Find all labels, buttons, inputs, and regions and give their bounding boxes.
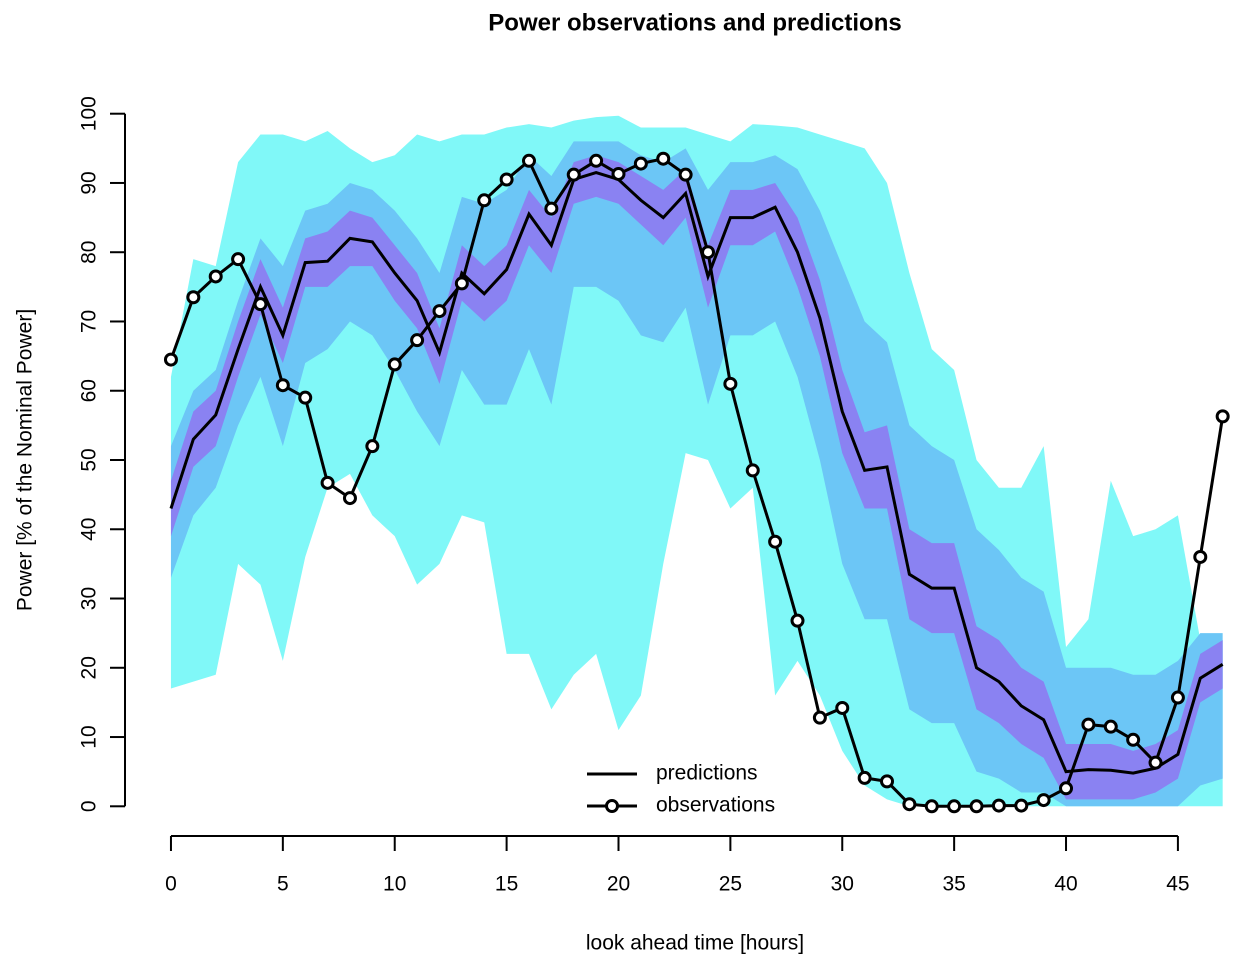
y-tick-label: 50	[78, 448, 101, 471]
observation-point	[365, 439, 380, 454]
observation-point	[499, 172, 514, 187]
y-tick-label: 80	[78, 241, 101, 264]
y-tick-label: 40	[78, 518, 101, 541]
observation-point	[1036, 793, 1051, 808]
y-tick-label: 70	[78, 310, 101, 333]
y-tick-label: 10	[78, 725, 101, 748]
observation-point	[208, 269, 223, 284]
observation-point	[253, 297, 268, 312]
observation-point	[589, 153, 604, 168]
observation-point	[544, 201, 559, 216]
observation-point	[924, 799, 939, 814]
observation-point	[812, 710, 827, 725]
observation-point	[298, 390, 313, 405]
observation-point	[432, 304, 447, 319]
x-tick-label: 30	[831, 873, 854, 896]
observation-point	[1059, 781, 1074, 796]
y-tick-label: 30	[78, 587, 101, 610]
observation-point	[701, 245, 715, 260]
observation-point	[410, 333, 425, 348]
observation-point	[186, 290, 201, 305]
chart-title: Power observations and predictions	[488, 9, 901, 36]
observation-point	[656, 151, 671, 166]
series-line	[169, 171, 1224, 775]
observation-point	[1148, 755, 1163, 770]
x-tick-label: 25	[719, 873, 742, 896]
y-tick-label: 60	[78, 379, 101, 402]
observation-point	[1170, 690, 1185, 705]
observation-point	[745, 463, 760, 478]
y-tick-label: 100	[78, 96, 101, 131]
observation-point	[969, 799, 984, 814]
y-tick-label: 0	[78, 800, 101, 812]
y-tick-label: 90	[78, 171, 101, 194]
observation-point	[454, 276, 469, 291]
observation-point	[991, 798, 1006, 813]
observation-point	[1103, 719, 1118, 734]
observation-point	[947, 799, 962, 814]
observation-point	[1081, 717, 1096, 732]
observation-point	[1126, 732, 1141, 747]
x-axis-label: look ahead time [hours]	[586, 932, 804, 955]
observation-point	[902, 797, 917, 812]
x-tick-label: 5	[277, 873, 289, 896]
observation-point	[723, 376, 738, 391]
observation-point	[835, 700, 850, 715]
x-tick-label: 20	[607, 873, 630, 896]
observation-point	[342, 491, 357, 506]
y-tick-label: 20	[78, 656, 101, 679]
x-tick-label: 45	[1166, 873, 1189, 896]
legend-label: predictions	[656, 762, 758, 785]
observation-point	[1193, 549, 1208, 564]
observation-point	[1014, 798, 1029, 813]
observation-point	[611, 166, 626, 181]
observation-point	[521, 153, 536, 168]
x-tick-label: 15	[495, 873, 518, 896]
observation-point	[163, 352, 178, 367]
x-tick-label: 10	[383, 873, 406, 896]
observation-point	[320, 475, 335, 490]
observation-point	[231, 252, 246, 267]
observation-point	[790, 613, 805, 628]
observation-point	[275, 378, 290, 393]
x-tick-label: 0	[165, 873, 177, 896]
observation-point	[387, 357, 402, 372]
x-tick-label: 40	[1054, 873, 1077, 896]
y-axis-label: Power [% of the Nominal Power]	[14, 309, 37, 611]
observation-point	[678, 167, 693, 182]
observation-point	[477, 193, 492, 208]
x-tick-label: 35	[942, 873, 965, 896]
observation-point	[857, 770, 872, 785]
observation-point	[768, 534, 783, 549]
observation-point	[566, 167, 581, 182]
legend-label: observations	[656, 794, 775, 817]
observation-point	[1215, 409, 1230, 424]
observation-point	[880, 774, 895, 789]
legend-marker	[605, 799, 619, 813]
observation-point	[633, 156, 648, 171]
